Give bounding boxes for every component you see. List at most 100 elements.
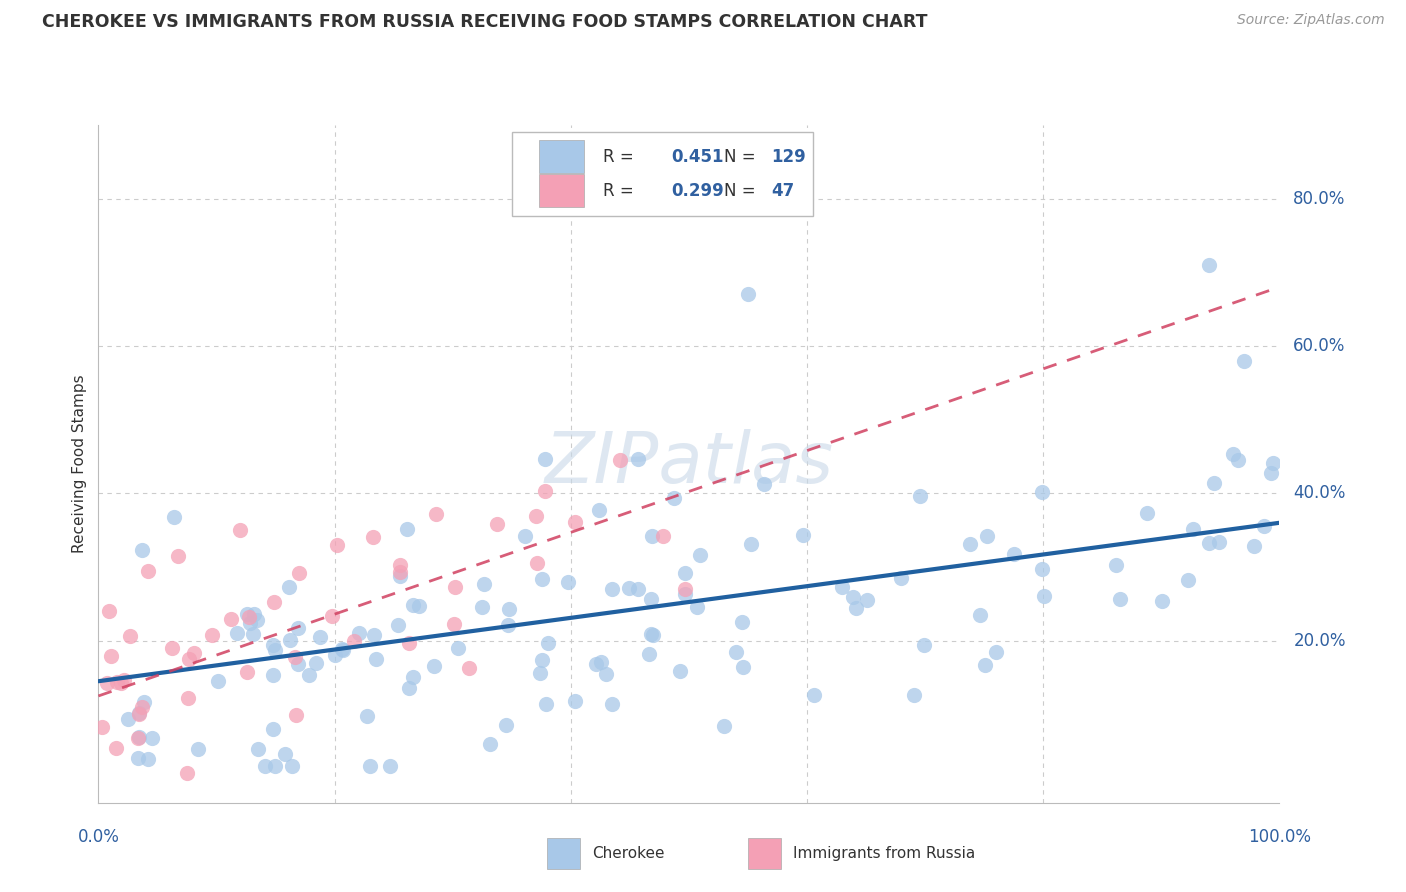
Point [361,530,384,544]
Point [96,675,118,690]
Point [398,636,420,650]
Point [638,647,661,661]
Point [976,529,998,543]
Point [398,681,420,695]
Point [640,592,662,607]
Point [1177,573,1199,587]
Point [595,666,617,681]
Y-axis label: Receiving Food Stamps: Receiving Food Stamps [72,375,87,553]
Point [136,751,159,765]
Point [402,599,425,613]
Point [264,759,287,773]
Point [246,742,269,756]
Text: Cherokee: Cherokee [592,847,665,861]
Point [730,615,752,629]
Text: R =: R = [603,182,638,200]
Point [513,529,536,543]
Point [641,529,664,543]
FancyBboxPatch shape [538,174,583,207]
Point [842,590,865,604]
Point [792,528,814,542]
FancyBboxPatch shape [512,132,813,217]
Point [262,639,284,653]
Point [585,657,607,672]
Point [1105,558,1128,572]
Point [176,766,198,780]
Point [1198,258,1220,272]
Point [564,693,586,707]
Point [1136,506,1159,520]
Text: 40.0%: 40.0% [1294,484,1346,502]
Point [134,695,156,709]
Point [110,676,132,690]
Point [1260,466,1282,480]
Point [330,642,353,657]
Point [617,581,640,595]
Point [529,666,551,681]
Text: 0.0%: 0.0% [77,828,120,846]
Point [238,610,260,624]
Point [447,640,470,655]
Point [243,607,266,621]
Point [1253,518,1275,533]
Point [673,587,696,601]
Point [495,717,517,731]
Point [423,659,446,673]
Point [285,708,308,723]
Point [402,670,425,684]
Point [263,594,285,608]
Point [323,648,346,662]
Point [136,565,159,579]
Point [274,747,297,761]
Point [969,607,991,622]
Point [652,529,675,543]
Point [564,515,586,529]
Text: 20.0%: 20.0% [1294,632,1346,649]
Point [187,742,209,756]
Point [287,657,309,672]
Point [673,566,696,581]
Point [498,618,520,632]
Point [737,287,759,301]
Point [229,523,252,537]
Point [600,582,623,596]
Point [388,569,411,583]
Point [1204,476,1226,491]
Point [740,537,762,551]
Point [200,628,222,642]
Text: N =: N = [724,148,761,166]
Text: 100.0%: 100.0% [1249,828,1310,846]
Point [458,661,481,675]
Text: Source: ZipAtlas.com: Source: ZipAtlas.com [1237,13,1385,28]
Point [845,601,868,615]
Point [890,571,912,585]
FancyBboxPatch shape [538,140,583,173]
Point [733,660,755,674]
Point [1261,456,1284,470]
Point [117,712,139,726]
Text: 0.299: 0.299 [671,182,724,200]
Point [141,731,163,745]
Point [689,548,711,562]
Text: 47: 47 [772,182,794,200]
Point [478,737,501,751]
Point [105,675,128,690]
Point [298,668,321,682]
Point [284,649,307,664]
Point [264,642,287,657]
Text: ZIPatlas: ZIPatlas [544,429,834,499]
Point [444,581,467,595]
Point [359,759,381,773]
Text: 60.0%: 60.0% [1294,337,1346,355]
Point [1031,485,1053,500]
Point [912,638,935,652]
Text: N =: N = [724,182,761,200]
Point [1233,353,1256,368]
Point [600,697,623,711]
Point [127,731,149,745]
Point [364,651,387,665]
Point [343,634,366,648]
Point [1227,452,1250,467]
FancyBboxPatch shape [547,838,581,869]
Point [534,697,557,711]
